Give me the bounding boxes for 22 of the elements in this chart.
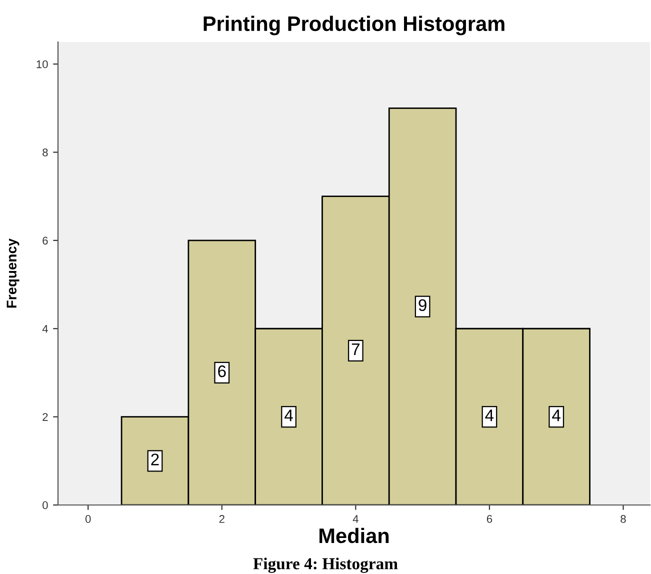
y-tick-label: 8: [42, 148, 48, 156]
y-axis-title: Frequency: [6, 238, 20, 308]
data-label: 4: [552, 410, 560, 422]
data-label: 4: [485, 410, 494, 422]
data-label: 9: [418, 299, 426, 312]
data-label: 7: [352, 344, 360, 355]
x-tick-label: 6: [486, 515, 492, 523]
x-tick-label: 8: [620, 515, 626, 523]
x-axis-title: Median: [320, 528, 389, 544]
x-tick-label: 4: [352, 515, 358, 523]
caption: Figure 4: Histogram: [253, 558, 398, 573]
x-tick-label: 0: [85, 515, 91, 523]
data-label: 4: [284, 410, 293, 422]
y-tick-label: 2: [42, 413, 48, 421]
y-tick-label: 4: [42, 325, 48, 333]
y-tick-label: 10: [36, 60, 48, 68]
y-tick-label: 0: [42, 501, 48, 510]
data-label: 6: [218, 365, 226, 378]
y-tick-label: 6: [42, 236, 48, 245]
data-label: 2: [151, 454, 159, 466]
x-tick-label: 2: [219, 515, 224, 523]
chart-title: Printing Production Histogram: [204, 16, 504, 36]
